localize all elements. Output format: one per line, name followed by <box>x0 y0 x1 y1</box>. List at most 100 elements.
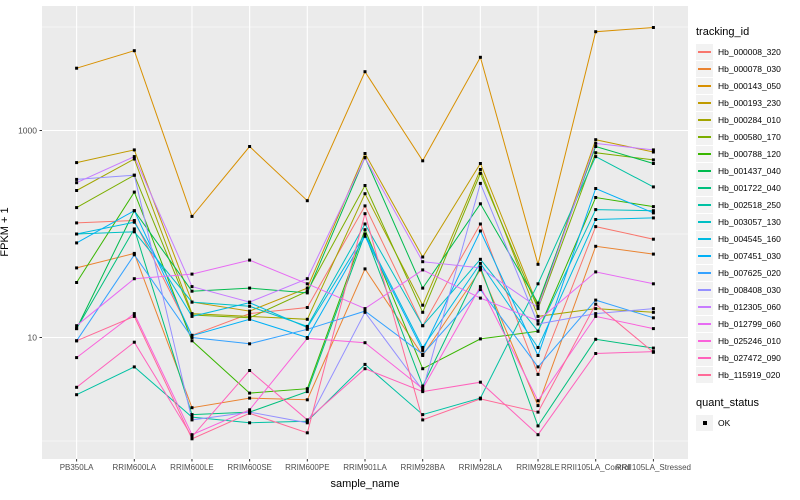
data-point <box>421 348 425 352</box>
data-point <box>190 314 194 318</box>
data-point <box>478 162 482 165</box>
legend-key-line-icon <box>696 298 713 315</box>
data-point <box>421 324 425 328</box>
data-point <box>190 437 194 441</box>
data-point <box>305 326 309 329</box>
legend-key-line-icon <box>696 264 713 281</box>
legend-quant-title: quant_status <box>696 397 759 409</box>
legend-item-label: Hb_008408_030 <box>718 284 781 295</box>
data-point <box>363 222 367 226</box>
data-point <box>536 424 540 428</box>
legend-quant-ok-label: OK <box>718 417 731 428</box>
legend-item-Hb_003057_130: Hb_003057_130 <box>696 213 800 230</box>
legend-item-label: Hb_115919_020 <box>718 369 781 380</box>
x-tick-label: RRIM600PE <box>285 463 329 472</box>
data-point <box>132 253 136 257</box>
data-point <box>75 206 79 210</box>
legend-key-line-icon <box>696 366 713 383</box>
data-point <box>594 208 598 212</box>
legend-key-line-icon <box>696 162 713 179</box>
data-point <box>132 49 136 53</box>
quant-ok-key-icon <box>696 414 713 431</box>
data-point <box>363 228 367 232</box>
data-point <box>363 341 367 345</box>
data-point <box>305 431 309 435</box>
data-point <box>190 418 194 422</box>
data-point <box>132 277 136 281</box>
data-point <box>651 162 655 165</box>
data-point <box>75 266 79 270</box>
legend-item-label: Hb_000078_030 <box>718 63 781 74</box>
data-point <box>478 397 482 401</box>
data-point <box>478 296 482 300</box>
data-point <box>248 369 252 372</box>
legend: tracking_id Hb_000008_320 Hb_000078_030 Hb… <box>696 26 800 431</box>
legend-item-Hb_000580_170: Hb_000580_170 <box>696 128 800 145</box>
data-point <box>363 232 367 236</box>
data-point <box>363 310 367 314</box>
legend-item-Hb_012799_060: Hb_012799_060 <box>696 315 800 332</box>
data-point <box>190 300 194 304</box>
data-point <box>190 406 194 410</box>
legend-quant-item-ok: OK <box>696 414 800 431</box>
data-point <box>536 262 540 266</box>
legend-item-Hb_004545_160: Hb_004545_160 <box>696 230 800 247</box>
data-point <box>594 298 598 302</box>
data-point <box>651 327 655 331</box>
data-point <box>75 339 79 343</box>
data-point <box>594 352 598 355</box>
data-point <box>651 252 655 256</box>
legend-item-label: Hb_001722_040 <box>718 182 781 193</box>
legend-item-Hb_000008_320: Hb_000008_320 <box>696 43 800 60</box>
data-point <box>75 181 79 185</box>
data-point <box>75 221 79 225</box>
legend-item-Hb_001722_040: Hb_001722_040 <box>696 179 800 196</box>
legend-item-label: Hb_012799_060 <box>718 318 781 329</box>
data-point <box>75 161 79 165</box>
data-point <box>536 301 540 305</box>
x-tick-label: RRIM928BA <box>400 463 445 472</box>
legend-item-Hb_007625_020: Hb_007625_020 <box>696 264 800 281</box>
data-point <box>305 421 309 425</box>
legend-item-label: Hb_007625_020 <box>718 267 781 278</box>
data-point <box>305 398 309 402</box>
legend-key-line-icon <box>696 230 713 247</box>
legend-item-Hb_007451_030: Hb_007451_030 <box>696 247 800 264</box>
x-tick-label: PB350LA <box>60 463 94 472</box>
data-point <box>421 387 425 391</box>
data-point <box>190 433 194 437</box>
data-point <box>651 216 655 220</box>
data-point <box>132 220 136 224</box>
data-point <box>305 306 309 309</box>
data-point <box>248 312 252 316</box>
legend-key-line-icon <box>696 213 713 230</box>
data-point <box>536 314 540 318</box>
data-point <box>594 151 598 155</box>
data-point <box>363 192 367 196</box>
legend-item-label: Hb_000008_320 <box>718 46 781 57</box>
data-point <box>248 391 252 395</box>
data-point <box>421 310 425 314</box>
legend-item-Hb_115919_020: Hb_115919_020 <box>696 366 800 383</box>
data-point <box>478 222 482 226</box>
data-point <box>536 372 540 376</box>
data-point <box>248 258 252 262</box>
data-point <box>478 337 482 341</box>
legend-key-line-icon <box>696 60 713 77</box>
data-point <box>594 225 598 229</box>
data-point <box>75 189 79 192</box>
legend-tracking-items: Hb_000008_320 Hb_000078_030 Hb_000143_050 H… <box>696 43 800 383</box>
data-point <box>190 413 194 417</box>
x-tick-label: RRII105LA_Control <box>561 463 631 472</box>
legend-item-label: Hb_004545_160 <box>718 233 781 244</box>
data-point <box>594 196 598 199</box>
data-point <box>305 199 309 203</box>
legend-item-Hb_000788_120: Hb_000788_120 <box>696 145 800 162</box>
data-point <box>75 281 79 284</box>
legend-key-line-icon <box>696 196 713 213</box>
y-tick-label: 1000 <box>18 126 37 136</box>
legend-item-label: Hb_003057_130 <box>718 216 781 227</box>
legend-key-line-icon <box>696 128 713 145</box>
data-point <box>132 157 136 161</box>
